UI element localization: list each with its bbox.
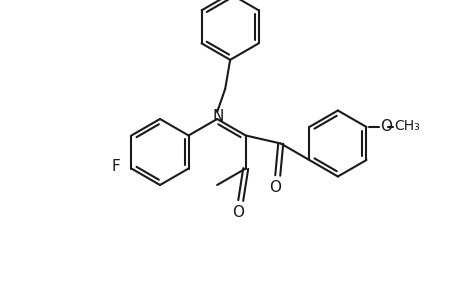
Text: O: O [380,118,392,134]
Text: O: O [231,205,243,220]
Text: O: O [268,180,280,195]
Text: CH₃: CH₃ [394,119,420,133]
Text: F: F [111,159,119,174]
Text: N: N [212,109,224,124]
